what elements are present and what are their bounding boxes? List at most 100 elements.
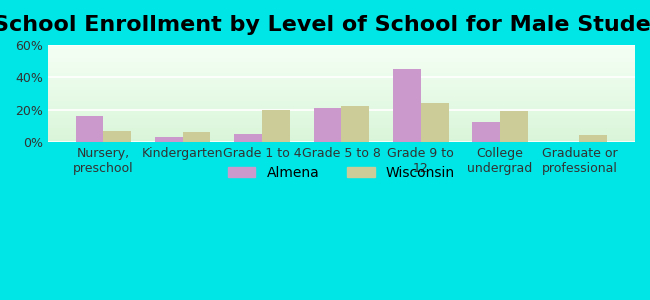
Bar [47, 124, 635, 125]
Bar [47, 99, 635, 100]
Bar [47, 52, 635, 54]
Bar [47, 139, 635, 140]
Bar [47, 103, 635, 104]
Bar [47, 50, 635, 51]
Bar [47, 141, 635, 142]
Bar [47, 58, 635, 59]
Bar [47, 134, 635, 135]
Bar [47, 55, 635, 56]
Bar [47, 132, 635, 133]
Bar [47, 95, 635, 96]
Bar [47, 105, 635, 106]
Bar [47, 60, 635, 62]
Bar [421, 103, 448, 142]
Bar [47, 122, 635, 123]
Bar [47, 115, 635, 116]
Bar [47, 87, 635, 88]
Bar [47, 92, 635, 93]
Bar [47, 129, 635, 130]
Bar [47, 88, 635, 89]
Bar [47, 83, 635, 84]
Bar [393, 69, 421, 142]
Bar [47, 45, 635, 46]
Bar [47, 85, 635, 87]
Bar [47, 98, 635, 99]
Bar [47, 113, 635, 114]
Bar [47, 123, 635, 124]
Bar [234, 134, 262, 142]
Bar [47, 79, 635, 80]
Bar [183, 132, 211, 142]
Bar [47, 82, 635, 83]
Bar [47, 56, 635, 58]
Bar [47, 72, 635, 73]
Bar [47, 64, 635, 65]
Bar [47, 118, 635, 119]
Bar [47, 68, 635, 69]
Bar [47, 90, 635, 92]
Bar [47, 121, 635, 122]
Bar [47, 61, 635, 62]
Bar [47, 63, 635, 64]
Bar [341, 106, 369, 142]
Bar [47, 93, 635, 94]
Bar [47, 130, 635, 131]
Bar [47, 77, 635, 78]
Bar [47, 114, 635, 115]
Bar [47, 109, 635, 110]
Bar [473, 122, 500, 142]
Bar [47, 80, 635, 81]
Bar [47, 74, 635, 75]
Bar [47, 48, 635, 49]
Bar [47, 100, 635, 101]
Bar [47, 97, 635, 98]
Bar [47, 71, 635, 72]
Bar [47, 75, 635, 76]
Bar [47, 89, 635, 90]
Bar [579, 135, 607, 142]
Bar [47, 84, 635, 85]
Title: School Enrollment by Level of School for Male Students: School Enrollment by Level of School for… [0, 15, 650, 35]
Bar [47, 69, 635, 70]
Bar [47, 85, 635, 86]
Bar [47, 66, 635, 67]
Bar [47, 107, 635, 108]
Bar [500, 111, 528, 142]
Bar [47, 73, 635, 74]
Bar [47, 78, 635, 79]
Bar [313, 108, 341, 142]
Bar [47, 101, 635, 102]
Bar [47, 106, 635, 107]
Bar [47, 46, 635, 47]
Bar [47, 140, 635, 141]
Bar [47, 49, 635, 50]
Bar [47, 118, 635, 119]
Bar [47, 137, 635, 138]
Bar [47, 133, 635, 134]
Bar [47, 111, 635, 112]
Bar [47, 102, 635, 103]
Bar [262, 110, 290, 142]
Bar [47, 128, 635, 129]
Bar [47, 81, 635, 82]
Bar [47, 54, 635, 55]
Bar [47, 62, 635, 63]
Bar [47, 117, 635, 118]
Bar [47, 70, 635, 71]
Bar [103, 130, 131, 142]
Bar [155, 137, 183, 142]
Bar [47, 116, 635, 117]
Bar [47, 126, 635, 127]
Bar [47, 96, 635, 97]
Bar [47, 76, 635, 77]
Bar [47, 119, 635, 121]
Bar [75, 116, 103, 142]
Legend: Almena, Wisconsin: Almena, Wisconsin [222, 160, 461, 185]
Bar [47, 65, 635, 66]
Bar [47, 136, 635, 137]
Bar [47, 59, 635, 60]
Bar [47, 94, 635, 95]
Bar [47, 138, 635, 139]
Bar [47, 131, 635, 132]
Bar [47, 51, 635, 52]
